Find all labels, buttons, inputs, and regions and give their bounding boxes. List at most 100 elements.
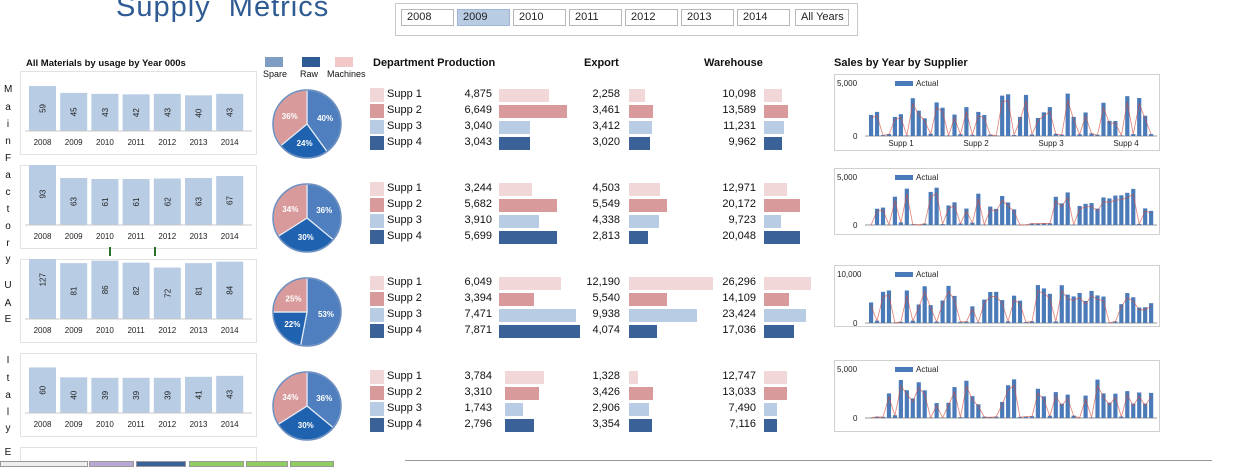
- sales-bar: [1041, 396, 1046, 418]
- supplier-swatch: [370, 308, 384, 322]
- sales-bar: [880, 291, 886, 323]
- warehouse-bar: [764, 309, 806, 322]
- materials-chart: 60 2008 40 2009 39 2010 39 2011 39 2012 41 2013 43 20…: [20, 353, 257, 437]
- sheet-tab[interactable]: [189, 461, 244, 467]
- sales-bar: [1059, 403, 1064, 418]
- materials-year-label: 2014: [221, 326, 239, 335]
- sales-bar: [922, 118, 927, 136]
- year-button-2014[interactable]: 2014: [737, 9, 790, 26]
- materials-year-label: 2012: [158, 138, 176, 147]
- sales-bar: [1000, 195, 1005, 225]
- dept-value: 3,910: [464, 214, 492, 226]
- sales-bar: [1065, 394, 1070, 418]
- region-letter: M: [4, 84, 13, 95]
- pie-label: 36%: [316, 394, 332, 403]
- sheet-tab[interactable]: [89, 461, 134, 467]
- warehouse-bar: [764, 387, 788, 400]
- materials-year-label: 2013: [190, 232, 208, 241]
- supplier-swatch: [370, 182, 384, 196]
- sales-legend-label: Actual: [916, 79, 938, 88]
- sales-bar: [1143, 115, 1148, 136]
- materials-value: 43: [163, 107, 172, 116]
- materials-value: 39: [101, 390, 110, 399]
- sales-bar: [1053, 321, 1058, 323]
- sales-bar: [880, 207, 886, 225]
- sales-bar: [874, 208, 880, 225]
- sales-bar: [1149, 210, 1154, 225]
- year-button-all-years[interactable]: All Years: [795, 9, 849, 26]
- materials-bar: [185, 376, 212, 413]
- sales-bar: [1006, 202, 1011, 225]
- sales-bar: [1047, 107, 1052, 136]
- sales-bar: [898, 114, 903, 136]
- pie-label: 53%: [318, 310, 334, 319]
- export-value: 3,426: [592, 386, 620, 398]
- sales-bar: [1089, 133, 1094, 136]
- sales-bar: [910, 98, 915, 136]
- warehouse-bar: [764, 419, 777, 432]
- year-button-2010[interactable]: 2010: [513, 9, 566, 26]
- marker: [154, 247, 156, 256]
- sheet-tab[interactable]: [0, 461, 88, 467]
- materials-year-label: 2009: [65, 232, 83, 241]
- warehouse-value: 20,048: [722, 230, 756, 242]
- sales-bar: [1107, 120, 1112, 136]
- sales-y0: 0: [853, 132, 858, 141]
- sales-bar: [952, 202, 957, 225]
- sheet-tab[interactable]: [136, 461, 186, 467]
- warehouse-bar: [764, 293, 790, 306]
- sales-bar: [1029, 321, 1035, 323]
- materials-year-label: 2011: [127, 326, 145, 335]
- dept-value: 3,244: [464, 182, 492, 194]
- sales-bar: [982, 115, 987, 136]
- sales-bar: [1137, 97, 1142, 136]
- sales-bar: [1012, 379, 1017, 418]
- materials-year-label: 2014: [221, 138, 239, 147]
- sales-y0: 0: [853, 221, 858, 230]
- sales-bar: [1065, 294, 1070, 323]
- sales-bar: [964, 208, 969, 225]
- dept-bar: [499, 199, 558, 212]
- year-button-2012[interactable]: 2012: [625, 9, 678, 26]
- sales-bar: [988, 291, 993, 323]
- materials-value: 40: [70, 390, 79, 399]
- materials-chart: [20, 447, 257, 467]
- warehouse-bar: [764, 183, 787, 196]
- warehouse-bar: [764, 403, 778, 416]
- sheet-tab[interactable]: [246, 461, 288, 467]
- sales-bar: [1125, 192, 1130, 225]
- materials-bar: [153, 377, 181, 413]
- sales-bar: [1083, 112, 1088, 136]
- materials-chart: 59 2008 45 2009 43 2010 42 2011 43 2012 40 2013 43 20…: [20, 71, 257, 155]
- year-button-2013[interactable]: 2013: [681, 9, 734, 26]
- year-button-2009[interactable]: 2009: [457, 9, 510, 26]
- horizontal-scrollbar[interactable]: [405, 460, 1212, 467]
- year-button-2008[interactable]: 2008: [401, 9, 454, 26]
- materials-year-label: 2012: [158, 232, 176, 241]
- export-heading: Export: [584, 57, 619, 69]
- sales-bar: [1083, 203, 1088, 225]
- sales-x-label: Supp 4: [1113, 139, 1139, 148]
- materials-bar: [29, 367, 56, 413]
- materials-value: 93: [39, 189, 48, 198]
- sales-bar: [916, 304, 921, 323]
- sales-bar: [970, 396, 975, 418]
- supplier-swatch: [370, 386, 384, 400]
- supplier-label: Supp 3: [387, 402, 422, 414]
- materials-bar: [29, 259, 56, 319]
- supplier-label: Supp 1: [387, 276, 422, 288]
- sales-bar: [970, 306, 975, 323]
- sales-bar: [1041, 223, 1046, 225]
- year-button-2011[interactable]: 2011: [569, 9, 622, 26]
- sales-bar: [952, 114, 957, 136]
- sales-ymax: 5,000: [837, 79, 858, 88]
- warehouse-bar: [764, 215, 782, 228]
- materials-year-label: 2008: [34, 420, 52, 429]
- materials-value: 82: [132, 286, 141, 295]
- sales-heading: Sales by Year by Supplier: [834, 57, 968, 69]
- marker: [109, 247, 111, 256]
- export-value: 12,190: [586, 276, 620, 288]
- sales-bar: [1041, 112, 1046, 136]
- sheet-tab[interactable]: [290, 461, 334, 467]
- materials-value: 81: [70, 286, 79, 295]
